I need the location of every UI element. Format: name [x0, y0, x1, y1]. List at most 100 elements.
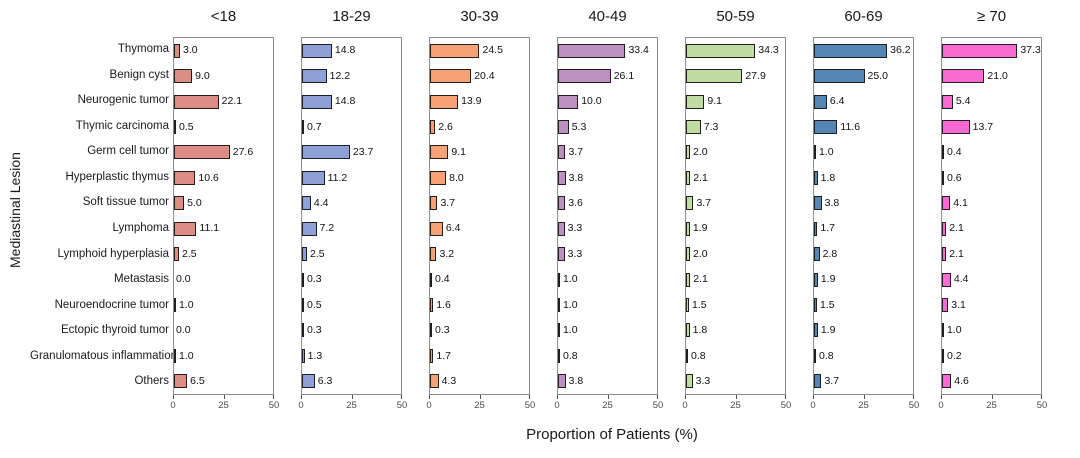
bar	[942, 374, 952, 389]
bar-value-label: 2.1	[949, 222, 964, 235]
bar-row: 1.9	[814, 272, 913, 287]
bar	[174, 221, 197, 236]
bar-row: 9.1	[686, 94, 785, 109]
tick-label: 0	[170, 400, 176, 411]
bar	[814, 272, 818, 287]
bar-row: 2.5	[174, 247, 273, 262]
bar-value-label: 22.1	[221, 95, 243, 108]
tick-mark	[607, 395, 609, 399]
bar-value-label: 3.8	[824, 196, 840, 209]
bar-value-label: 25.0	[867, 69, 888, 82]
category-label: Granulomatous inflammation	[30, 349, 178, 362]
tick-label: 25	[986, 400, 997, 411]
bar-value-label: 20.4	[474, 69, 495, 82]
bar	[686, 94, 705, 109]
plot-area: 24.5 20.4 13.9 2.6 9.1 8.0 3.7 6.4 3.2 0.4 1.6 0.3 1…	[429, 37, 530, 395]
bar	[814, 323, 818, 338]
bar-row: 11.2	[302, 170, 401, 185]
tick-label: 25	[858, 400, 869, 411]
bar	[302, 272, 304, 287]
bar-row: 26.1	[558, 69, 657, 84]
bar-row: 1.0	[174, 297, 273, 312]
panel-30-39: 30-39 24.5 20.4 13.9 2.6 9.1 8.0 3.7 6.4 3.2 0.4 1.…	[426, 6, 535, 413]
tick-label: 25	[730, 400, 741, 411]
bar-row: 0.4	[942, 145, 1041, 160]
bar	[430, 348, 434, 363]
bar	[302, 297, 304, 312]
bar-row: 0.3	[302, 323, 401, 338]
bar-row: 2.5	[302, 247, 401, 262]
bar-row: 9.1	[430, 145, 529, 160]
bar-value-label: 0.2	[947, 349, 962, 362]
tick-label: 25	[474, 400, 485, 411]
bar-value-label: 0.4	[947, 146, 962, 159]
bar	[686, 119, 701, 134]
bar-row: 1.7	[814, 221, 913, 236]
bar-row: 0.8	[814, 348, 913, 363]
plot-area: 3.0 9.0 22.1 0.5 27.6 10.6 5.0 11.1 2.5 0.0 1.0 0.0…	[173, 37, 274, 395]
bar	[430, 170, 447, 185]
bar-value-label: 13.7	[972, 120, 994, 133]
bar-value-label: 1.7	[820, 222, 836, 235]
bar-value-label: 3.3	[695, 374, 711, 387]
bar	[814, 247, 820, 262]
bar-value-label: 0.4	[435, 273, 450, 286]
bar-row: 1.0	[174, 348, 273, 363]
bar-value-label: 3.1	[951, 298, 966, 311]
bar-value-label: 11.2	[327, 171, 348, 184]
bar-value-label: 4.6	[954, 374, 969, 387]
plot-area: 14.8 12.2 14.8 0.7 23.7 11.2 4.4 7.2 2.5 0.3 0.5 0.…	[301, 37, 402, 395]
bar	[686, 43, 756, 58]
bar	[174, 170, 196, 185]
panel-title: 60-69	[844, 8, 883, 25]
bar	[430, 221, 443, 236]
bar-value-label: 1.9	[820, 273, 836, 286]
bar-row: 2.1	[686, 272, 785, 287]
bar-row: 13.9	[430, 94, 529, 109]
bar-value-label: 4.4	[313, 196, 329, 209]
bar	[942, 348, 944, 363]
bar-row: 1.8	[686, 323, 785, 338]
panel-title: 50-59	[716, 8, 755, 25]
bar-value-label: 0.5	[179, 120, 194, 133]
bar	[686, 374, 693, 389]
bar-row: 4.3	[430, 374, 529, 389]
bar-value-label: 14.8	[334, 95, 356, 108]
panel-title: <18	[210, 8, 237, 25]
bar-value-label: 24.5	[482, 44, 503, 57]
bar-value-label: 3.7	[568, 146, 584, 159]
bar-value-label: 1.0	[563, 298, 578, 311]
bar-row: 5.4	[942, 94, 1041, 109]
bar	[686, 69, 743, 84]
bar-value-label: 13.9	[461, 95, 482, 108]
bar	[558, 348, 560, 363]
bar	[814, 69, 865, 84]
bar-row: 4.6	[942, 374, 1041, 389]
bar-row: 6.3	[302, 374, 401, 389]
bar-value-label: 12.2	[329, 69, 351, 82]
bar-value-label: 2.6	[438, 120, 453, 133]
bar	[814, 221, 818, 236]
bar-value-label: 3.6	[568, 196, 583, 209]
bar-value-label: 1.5	[692, 298, 707, 311]
bar-row: 1.5	[814, 297, 913, 312]
bar-row: 3.7	[558, 145, 657, 160]
bar-row: 0.8	[686, 348, 785, 363]
tick-label: 0	[938, 400, 944, 411]
bar-value-label: 10.6	[198, 171, 219, 184]
bar	[686, 323, 690, 338]
bar-value-label: 0.8	[819, 349, 834, 362]
bar	[430, 43, 480, 58]
bar-row: 9.0	[174, 69, 273, 84]
y-axis-title: Mediastinal Lesion	[7, 152, 23, 268]
bar	[302, 170, 325, 185]
bar-value-label: 9.0	[195, 69, 210, 82]
bar-row: 13.7	[942, 119, 1041, 134]
panel-60-69: 60-69 36.2 25.0 6.4 11.6 1.0 1.8 3.8 1.7 2.8 1.9 1.…	[810, 6, 919, 413]
tick-label: 50	[396, 400, 408, 411]
bar-row: 7.3	[686, 119, 785, 134]
bar-row: 33.4	[558, 43, 657, 58]
bar	[174, 94, 219, 109]
panel-title: 40-49	[588, 8, 627, 25]
tick-mark	[685, 395, 686, 399]
